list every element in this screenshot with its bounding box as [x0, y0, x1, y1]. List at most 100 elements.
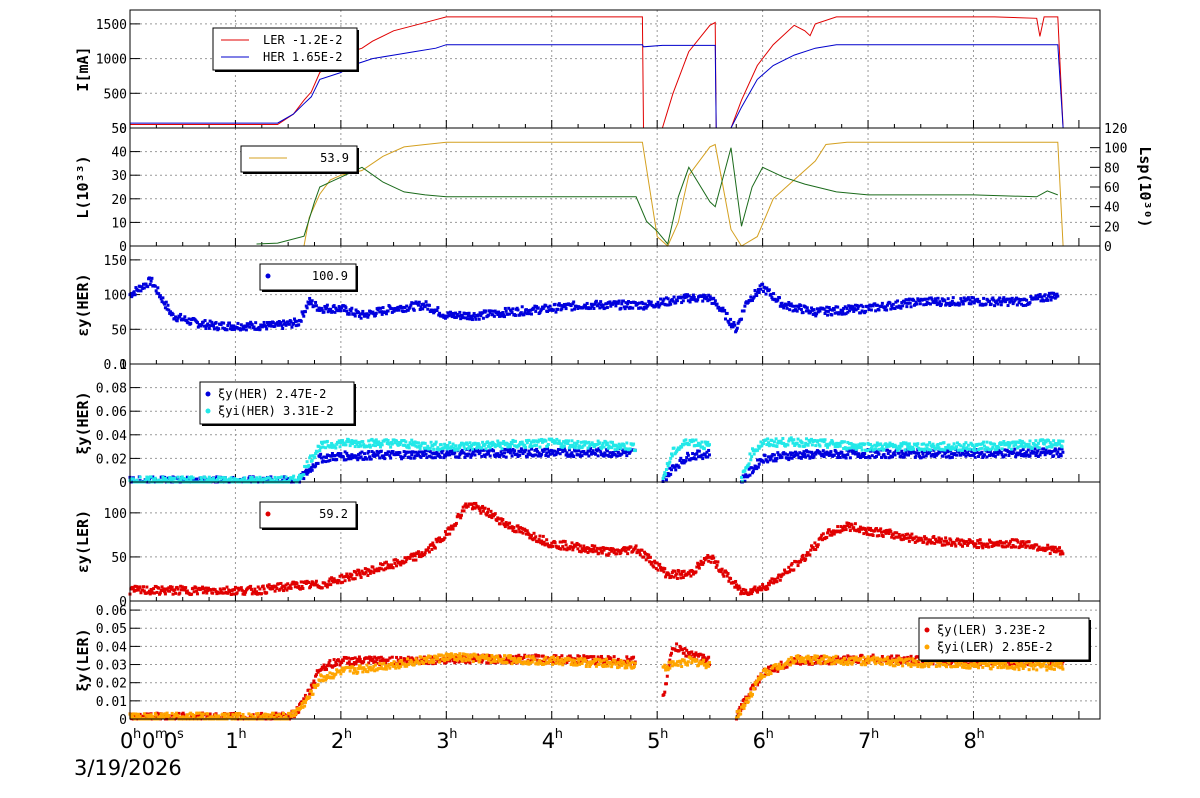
data-point [265, 327, 269, 331]
data-point [278, 476, 282, 480]
data-point [673, 465, 677, 469]
y-axis-title: εy(LER) [74, 510, 92, 573]
data-point [331, 443, 335, 447]
data-point [433, 442, 437, 446]
data-point [565, 451, 569, 455]
data-point [868, 533, 872, 537]
data-point [364, 570, 368, 574]
data-point [721, 306, 725, 310]
data-point [519, 442, 523, 446]
data-point [596, 454, 600, 458]
data-point [818, 309, 822, 313]
data-point [933, 541, 937, 545]
data-point [336, 309, 340, 313]
data-point [1035, 543, 1039, 547]
data-point [574, 443, 578, 447]
data-point [330, 576, 334, 580]
data-point [790, 562, 794, 566]
data-point [582, 440, 586, 444]
data-point [536, 306, 540, 310]
data-point [529, 440, 533, 444]
data-point [546, 305, 550, 309]
data-point [251, 713, 255, 717]
data-point [796, 437, 800, 441]
data-point [256, 585, 260, 589]
data-point [350, 306, 354, 310]
data-point [422, 453, 426, 457]
data-point [672, 446, 676, 450]
data-point [291, 477, 295, 481]
data-point [617, 299, 621, 303]
data-point [831, 531, 835, 535]
data-point [413, 454, 417, 458]
data-point [390, 442, 394, 446]
data-point [478, 311, 482, 315]
data-point [304, 468, 308, 472]
data-point [623, 307, 627, 311]
data-point [838, 444, 842, 448]
data-point [396, 305, 400, 309]
data-point [309, 469, 313, 473]
data-point [697, 449, 701, 453]
data-point [922, 540, 926, 544]
data-point [540, 437, 544, 441]
data-point [1037, 446, 1041, 450]
data-point [377, 306, 381, 310]
data-point [308, 692, 312, 696]
data-point [600, 452, 604, 456]
data-point [1021, 448, 1025, 452]
data-point [950, 445, 954, 449]
data-point [231, 326, 235, 330]
data-point [616, 445, 620, 449]
data-point [170, 585, 174, 589]
data-point [909, 448, 913, 452]
data-point [793, 454, 797, 458]
data-point [500, 447, 504, 451]
data-point [358, 657, 362, 661]
data-point [438, 311, 442, 315]
data-point [381, 456, 385, 460]
data-point [971, 542, 975, 546]
data-point [675, 576, 679, 580]
data-point [443, 314, 447, 318]
data-point [637, 550, 641, 554]
data-point [882, 305, 886, 309]
data-point [895, 305, 899, 309]
data-point [923, 447, 927, 451]
data-point [505, 441, 509, 445]
data-point [626, 450, 630, 454]
data-point [725, 311, 729, 315]
data-point [585, 441, 589, 445]
data-point [480, 446, 484, 450]
data-point [249, 320, 253, 324]
data-point [285, 588, 289, 592]
data-point [210, 320, 214, 324]
data-point [620, 452, 624, 456]
data-point [971, 296, 975, 300]
data-point [887, 456, 891, 460]
y-tick-label: 100 [104, 289, 127, 304]
data-point [253, 327, 257, 331]
data-point [952, 442, 956, 446]
data-point [705, 443, 709, 447]
data-point [472, 312, 476, 316]
data-point [570, 541, 574, 545]
data-point [1041, 548, 1045, 552]
data-point [703, 558, 707, 562]
data-point [327, 307, 331, 311]
data-point [244, 590, 248, 594]
data-point [321, 445, 325, 449]
data-point [325, 583, 329, 587]
data-point [262, 477, 266, 481]
data-point [419, 444, 423, 448]
data-point [857, 452, 861, 456]
data-point [174, 591, 178, 595]
data-point [915, 444, 919, 448]
data-point [321, 666, 325, 670]
data-point [589, 306, 593, 310]
data-point [610, 446, 614, 450]
data-point [819, 452, 823, 456]
data-point [590, 304, 594, 308]
data-point [392, 309, 396, 313]
data-point [547, 308, 551, 312]
